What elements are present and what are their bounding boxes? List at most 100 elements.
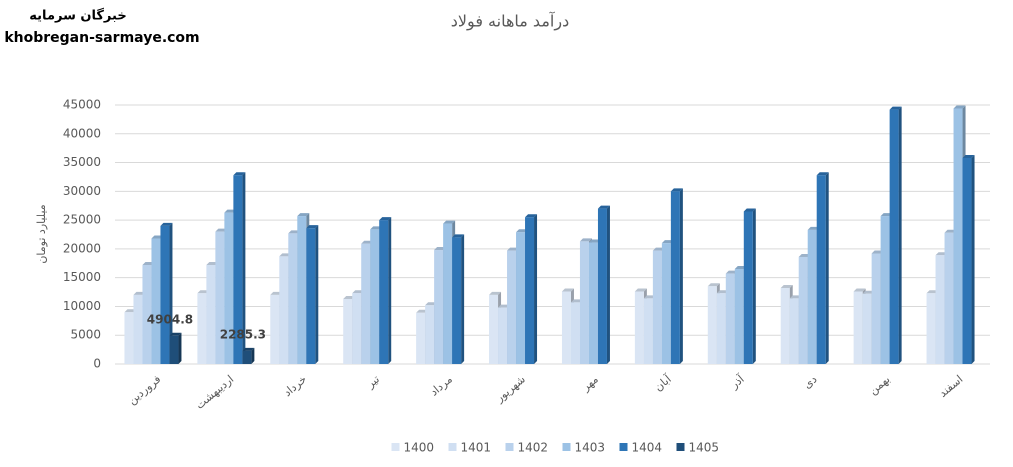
y-tick-label: 30000 xyxy=(63,184,101,198)
y-axis-title: میلیارد تومان xyxy=(35,204,48,263)
bar-side xyxy=(169,222,173,364)
bar xyxy=(926,293,936,364)
bar-top xyxy=(452,234,465,238)
legend-swatch xyxy=(676,443,685,451)
bar xyxy=(780,288,790,364)
bar-side xyxy=(534,214,538,364)
bar xyxy=(743,211,753,364)
bar-top xyxy=(379,217,392,221)
x-tick-label: شهریور xyxy=(492,373,527,406)
y-tick-label: 45000 xyxy=(63,98,101,112)
bar xyxy=(151,238,161,364)
bar xyxy=(570,302,580,364)
x-tick-label: آذر xyxy=(727,371,748,392)
x-tick-label: فروردین xyxy=(126,373,164,408)
bar-top xyxy=(579,238,592,242)
bar-top xyxy=(634,288,647,292)
bar xyxy=(516,232,526,364)
legend-label: 1401 xyxy=(461,441,492,455)
legend-swatch xyxy=(505,443,514,451)
y-tick-label: 40000 xyxy=(63,126,101,140)
bar-top xyxy=(443,220,456,224)
bar xyxy=(862,293,872,364)
bar xyxy=(716,293,726,364)
bar xyxy=(652,250,662,364)
bar xyxy=(880,216,890,364)
bar xyxy=(853,291,863,364)
bar xyxy=(789,298,799,364)
bar-top xyxy=(233,172,246,176)
x-tick-label: خرداد xyxy=(281,373,309,400)
bar-side xyxy=(898,106,902,365)
legend-swatch xyxy=(448,443,457,451)
y-tick-label: 10000 xyxy=(63,299,101,313)
bar xyxy=(661,243,671,364)
x-tick-label: بهمن xyxy=(867,373,893,398)
bar xyxy=(871,253,881,364)
bar-top xyxy=(169,332,182,336)
bar-top xyxy=(743,208,756,212)
bar-top xyxy=(242,347,255,351)
bar-top xyxy=(597,205,610,209)
bar-top xyxy=(780,285,793,289)
bar-side xyxy=(825,172,829,364)
bar-side xyxy=(679,188,683,364)
bar xyxy=(452,237,462,364)
legend-label: 1405 xyxy=(689,441,720,455)
bar xyxy=(306,228,316,364)
legend-label: 1402 xyxy=(518,441,549,455)
bar xyxy=(670,191,680,364)
y-tick-label: 25000 xyxy=(63,213,101,227)
bar-top xyxy=(853,288,866,292)
bar-top xyxy=(953,105,966,109)
bar-top xyxy=(561,288,574,292)
bar xyxy=(634,291,644,364)
x-tick-label: دی xyxy=(801,373,820,392)
bar xyxy=(489,294,499,364)
y-tick-label: 5000 xyxy=(70,328,101,342)
bar xyxy=(498,307,508,364)
y-tick-label: 20000 xyxy=(63,241,101,255)
bar xyxy=(798,256,808,364)
bar xyxy=(133,294,143,364)
bar xyxy=(215,231,225,364)
bar xyxy=(279,256,289,364)
bar xyxy=(507,250,517,364)
bar xyxy=(643,298,653,364)
bar xyxy=(297,216,307,364)
bar xyxy=(288,233,298,364)
bar xyxy=(734,269,744,364)
bar xyxy=(588,242,598,364)
x-tick-label: آبان xyxy=(651,371,674,394)
bar xyxy=(962,157,972,364)
bar-top xyxy=(306,225,319,229)
bar xyxy=(160,225,170,364)
bar xyxy=(206,265,216,364)
bar-top xyxy=(816,172,829,176)
bar xyxy=(343,298,353,364)
legend-swatch xyxy=(391,443,400,451)
bar-top xyxy=(489,291,502,295)
legend-label: 1400 xyxy=(404,441,435,455)
bar xyxy=(816,175,826,364)
bar xyxy=(124,312,134,364)
bar-top xyxy=(889,106,902,110)
bar xyxy=(379,220,389,364)
bar-side xyxy=(388,217,392,364)
legend-swatch xyxy=(619,443,628,451)
bar xyxy=(525,217,535,364)
bar-top xyxy=(525,214,538,218)
bar xyxy=(725,273,735,364)
bar xyxy=(233,175,243,364)
x-tick-label: مرداد xyxy=(428,373,455,399)
y-tick-label: 0 xyxy=(93,357,101,371)
bar-side xyxy=(251,347,255,364)
bar xyxy=(416,312,426,364)
bar xyxy=(425,305,435,364)
y-tick-label: 35000 xyxy=(63,155,101,169)
bar xyxy=(443,223,453,364)
bar xyxy=(561,291,571,364)
bar-top xyxy=(160,222,173,226)
bar xyxy=(935,255,945,364)
